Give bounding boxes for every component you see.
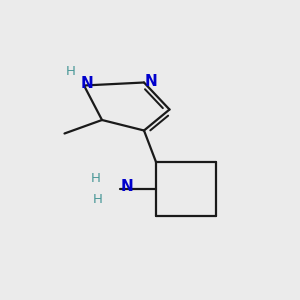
Text: N: N	[81, 76, 93, 92]
Text: H: H	[66, 65, 75, 78]
Text: N: N	[120, 179, 133, 194]
Text: H: H	[91, 172, 100, 185]
Text: N: N	[145, 74, 158, 88]
Text: H: H	[93, 193, 102, 206]
